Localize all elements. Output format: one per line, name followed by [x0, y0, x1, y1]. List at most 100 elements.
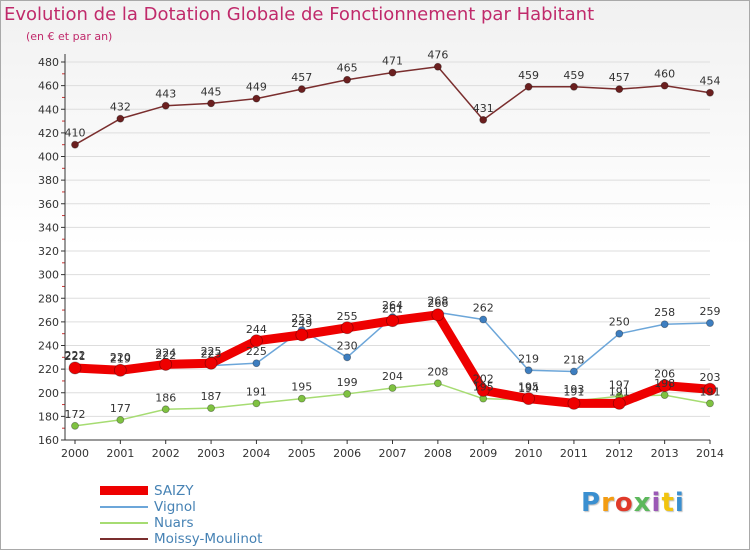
y-tick-label-400: 400 — [38, 151, 59, 164]
data-label-moissy: 431 — [473, 102, 494, 115]
logo-letter: r — [601, 488, 615, 518]
data-point-vignol — [252, 359, 261, 368]
data-label-moissy: 457 — [291, 71, 312, 84]
data-point-saizy — [159, 357, 173, 371]
y-tick-label-260: 260 — [38, 316, 59, 329]
data-point-nuars — [343, 390, 352, 398]
x-tick-label-2010: 2010 — [515, 447, 543, 460]
chart-subtitle: (en € et par an) — [26, 30, 113, 43]
data-label-nuars: 197 — [609, 378, 630, 391]
x-tick-label-2014: 2014 — [696, 447, 724, 460]
data-label-saizy: 191 — [563, 385, 584, 398]
data-point-moissy — [660, 81, 669, 90]
data-label-moissy: 410 — [65, 127, 86, 140]
data-label-saizy: 225 — [201, 345, 222, 358]
data-label-vignol: 218 — [563, 353, 584, 366]
data-point-moissy — [524, 82, 533, 91]
data-point-nuars — [433, 379, 442, 388]
data-point-vignol — [570, 367, 578, 376]
data-point-moissy — [343, 75, 352, 84]
data-label-saizy: 191 — [609, 385, 630, 398]
data-point-moissy — [116, 114, 125, 123]
data-point-saizy — [386, 314, 399, 328]
data-label-saizy: 219 — [110, 352, 131, 365]
data-label-nuars: 191 — [700, 385, 721, 398]
data-label-moissy: 457 — [609, 71, 630, 84]
data-point-nuars — [161, 405, 170, 414]
data-point-saizy — [68, 361, 82, 375]
data-label-vignol: 262 — [473, 302, 494, 315]
data-label-saizy: 249 — [291, 317, 312, 330]
data-label-vignol: 220 — [110, 351, 131, 364]
x-tick-label-2002: 2002 — [152, 447, 180, 460]
data-label-moissy: 459 — [518, 69, 539, 82]
x-tick-label-2004: 2004 — [242, 447, 270, 460]
logo-letter: t — [661, 488, 675, 518]
data-label-nuars: 208 — [427, 365, 448, 378]
data-label-moissy: 449 — [246, 81, 267, 94]
data-label-saizy: 203 — [700, 371, 721, 384]
data-label-nuars: 198 — [654, 377, 675, 390]
data-point-saizy — [295, 328, 309, 342]
data-point-moissy — [706, 88, 714, 97]
x-tick-label-2009: 2009 — [469, 447, 497, 460]
y-tick-label-380: 380 — [38, 174, 59, 187]
data-point-nuars — [297, 394, 306, 403]
data-label-vignol: 268 — [427, 294, 448, 307]
y-tick-label-300: 300 — [38, 269, 59, 282]
legend-swatch-saizy — [100, 486, 148, 495]
data-point-vignol — [660, 320, 669, 329]
data-point-saizy — [250, 334, 263, 348]
logo-letter: i — [651, 488, 662, 518]
data-point-nuars — [388, 384, 397, 392]
data-point-moissy — [71, 140, 79, 149]
data-label-moissy: 476 — [427, 49, 448, 62]
y-tick-label-320: 320 — [38, 245, 59, 258]
y-tick-label-460: 460 — [38, 80, 59, 93]
data-label-nuars: 193 — [563, 383, 584, 396]
logo-letter: P — [581, 488, 602, 518]
data-point-vignol — [479, 315, 488, 324]
y-tick-label-440: 440 — [38, 103, 59, 116]
y-tick-label-160: 160 — [38, 434, 59, 447]
legend-label-nuars: Nuars — [154, 515, 194, 531]
chart-title: Evolution de la Dotation Globale de Fonc… — [4, 4, 595, 25]
data-point-nuars — [71, 421, 79, 430]
data-label-moissy: 465 — [337, 62, 358, 75]
data-label-nuars: 191 — [246, 385, 267, 398]
y-tick-label-180: 180 — [38, 410, 59, 423]
data-point-saizy — [612, 396, 626, 410]
data-label-vignol: 253 — [291, 312, 312, 325]
data-label-moissy: 460 — [654, 68, 675, 81]
data-point-saizy — [113, 363, 127, 377]
data-point-saizy — [703, 382, 717, 396]
data-label-nuars: 199 — [337, 376, 358, 389]
data-label-vignol: 259 — [700, 305, 721, 318]
data-label-nuars: 172 — [65, 408, 86, 421]
proxiti-logo: Proxiti — [581, 488, 685, 518]
data-label-vignol: 223 — [201, 348, 222, 361]
data-point-saizy — [522, 392, 535, 406]
data-point-nuars — [660, 391, 669, 400]
legend-swatch-vignol — [100, 506, 148, 508]
legend-label-vignol: Vignol — [154, 499, 196, 515]
data-label-moissy: 459 — [563, 69, 584, 82]
data-label-moissy: 445 — [201, 85, 222, 98]
x-tick-label-2012: 2012 — [605, 447, 633, 460]
data-label-nuars: 195 — [473, 381, 494, 394]
data-label-moissy: 432 — [110, 101, 131, 114]
logo-letter: x — [633, 488, 652, 518]
data-label-nuars: 204 — [382, 370, 403, 383]
data-label-nuars: 186 — [155, 391, 176, 404]
legend-label-moissy: Moissy-Moulinot — [154, 531, 263, 547]
data-label-vignol: 258 — [654, 306, 675, 319]
x-tick-label-2005: 2005 — [288, 447, 316, 460]
data-label-nuars: 177 — [110, 402, 131, 415]
data-label-vignol: 264 — [382, 299, 403, 312]
x-tick-label-2000: 2000 — [61, 447, 89, 460]
data-label-nuars: 187 — [201, 390, 222, 403]
data-point-saizy — [340, 321, 354, 335]
y-tick-label-240: 240 — [38, 340, 59, 353]
data-label-saizy: 261 — [382, 303, 403, 316]
